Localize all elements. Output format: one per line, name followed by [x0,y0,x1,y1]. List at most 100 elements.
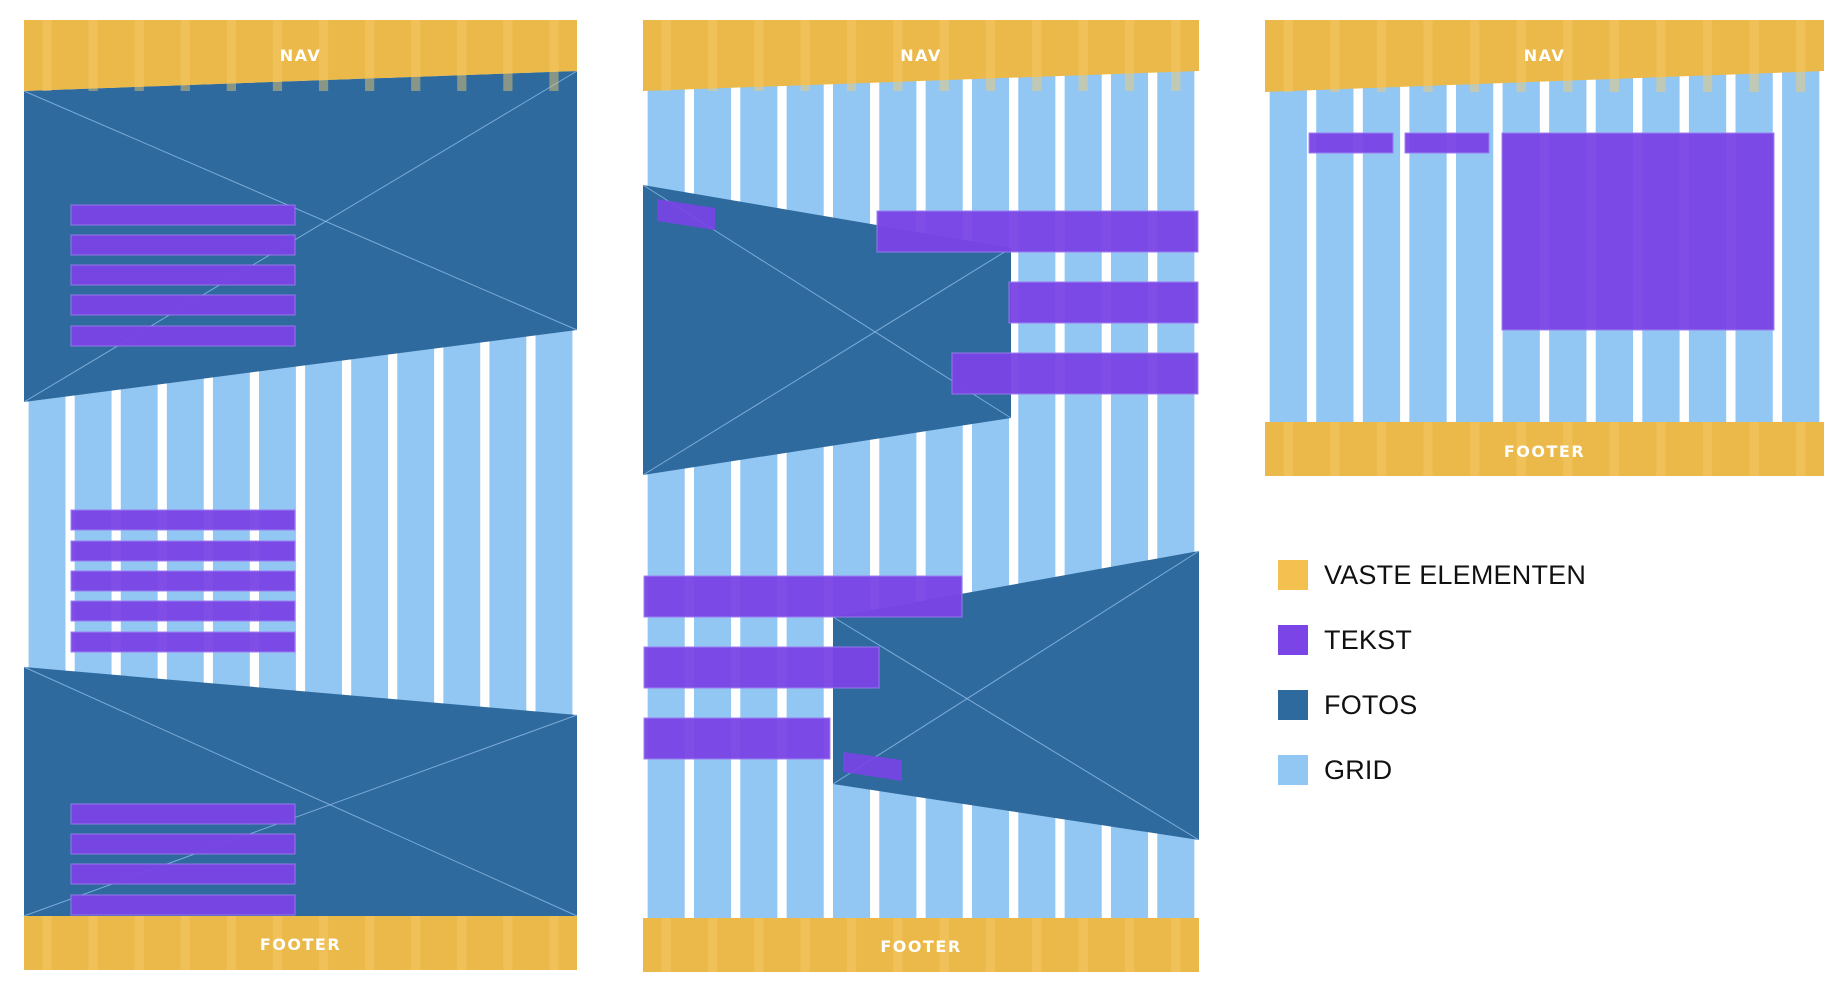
layout-2-footer-stripe [1078,918,1088,972]
layout-1-photo-cross-line [23,666,578,917]
layout-1-footer-label: FOOTER [260,935,341,954]
layout-3-footer-stripe [1516,422,1526,476]
layout-1-footer-stripe [180,916,190,970]
layout-2-text-block [1008,281,1199,324]
layout-3-nav-stripe [1702,20,1713,92]
layout-2-footer-stripe [939,918,949,972]
layout-1-text-block [70,540,296,562]
layout-1-nav-stripe [503,20,513,91]
layout-2-footer-stripe [661,918,671,972]
layout-3-nav-stripe [1423,20,1433,92]
layout-3-grid-column [1782,20,1820,476]
layout-2-nav-bar [643,20,1199,91]
layout-1-text-block [70,631,296,653]
layout-1-text-block [70,833,296,855]
layout-2-nav-stripe [1078,20,1088,91]
legend-item-text: TEKST [1278,625,1698,655]
layout-2-nav-stripe [661,20,671,91]
layout-2-footer-stripe [893,918,903,972]
layout-1-text-block [70,204,296,226]
layout-1-text-block [70,325,296,347]
layout-3-text-block [1404,132,1490,154]
layout-2-nav-stripe [893,20,903,91]
layout-3-footer-stripe [1423,422,1433,476]
layout-3-footer-stripe [1330,422,1340,476]
layout-1-text-block [70,894,296,916]
layout-3-footer-stripe [1796,422,1806,476]
layout-3-grid-column [1269,20,1307,476]
layout-2-footer-stripe [754,918,764,972]
layout-2-nav-stripe [985,20,996,91]
layout-2-nav-stripe [846,20,857,91]
layout-2-grid-column [832,20,871,972]
layout-3-footer-label: FOOTER [1504,442,1585,461]
layout-3-footer-stripe [1609,422,1620,476]
layout-2-nav-stripe [1124,20,1135,91]
layout-2-photo [833,551,1199,840]
layout-1-footer-stripe [549,916,559,970]
layout-3-footer-bar [1265,422,1824,476]
layout-3-footer-stripe [1376,422,1387,476]
layout-3-grid-column [1362,20,1401,476]
legend-item-photos: FOTOS [1278,690,1698,720]
legend-label-photos: FOTOS [1324,689,1418,720]
layout-2-text-block [843,752,902,781]
legend-item-fixed: VASTE ELEMENTEN [1278,560,1698,590]
layout-1-nav-stripe [411,20,421,91]
layout-2-footer-stripe [1032,918,1042,972]
layout-3-footer-stripe [1702,422,1713,476]
layout-3-nav-stripe [1376,20,1387,92]
layout-1-nav-stripe [365,20,375,91]
layout-3-grid-column [1316,20,1354,476]
layout-1: NAV FOOTER [23,20,578,970]
layout-1-nav-stripe [549,20,559,91]
layout-1-footer-stripe [272,916,283,970]
layout-2-text-block [657,199,715,230]
layout-2-footer-stripe [1171,918,1181,972]
layout-1-nav-stripe [318,20,329,91]
layout-3-nav-stripe [1516,20,1526,92]
layout-3-nav-stripe [1749,20,1759,92]
layout-1-text-block [70,509,296,531]
layout-2-text-block [876,210,1199,253]
layout-1-nav-stripe [457,20,467,91]
layout-3-nav-label: NAV [1524,46,1566,65]
layout-2-grid-column [740,20,778,972]
legend-label-text: TEKST [1324,624,1413,655]
layout-2-text-block [643,575,963,618]
layout-2-text-block [643,646,880,689]
layout-3-footer-stripe [1563,422,1573,476]
layout-1-footer-stripe [226,916,236,970]
layout-3-nav-stripe [1609,20,1620,92]
layout-1-photo-cross-line [23,70,578,403]
layout-2-photo-cross-line [642,247,1012,476]
layout-3-nav-stripe [1656,20,1666,92]
layout-1-footer-stripe [365,916,375,970]
layout-2-footer-bar [643,918,1199,972]
legend-label-fixed: VASTE ELEMENTEN [1324,559,1587,590]
layout-1-nav-stripe [88,20,98,91]
legend-label-grid: GRID [1324,754,1393,785]
layout-2-grid-column [971,20,1010,972]
layout-2-grid-column [693,20,732,972]
layout-1-photo-cross-line [23,90,578,331]
layout-2-grid-column [1018,20,1056,972]
layout-3-nav-stripe [1469,20,1480,92]
layout-2-nav-stripe [754,20,764,91]
legend-swatch-grid [1278,755,1308,785]
layout-2-nav-stripe [1171,20,1181,91]
layout-2-nav-label: NAV [900,46,942,65]
layout-2-footer-stripe [800,918,810,972]
layout-2-photo-cross-line [832,550,1200,785]
layout-1-text-block [70,803,296,825]
layout-1-footer-stripe [88,916,98,970]
layout-1-text-block [70,234,296,256]
layout-1-text-block [70,863,296,885]
layout-3-grid-column [1455,20,1494,476]
layout-2-grid-column [647,20,685,972]
layout-1-footer-stripe [42,916,52,970]
layout-2: NAV FOOTER [642,20,1200,972]
layout-1-nav-stripe [42,20,52,91]
layout-2-grid-column [1064,20,1102,972]
